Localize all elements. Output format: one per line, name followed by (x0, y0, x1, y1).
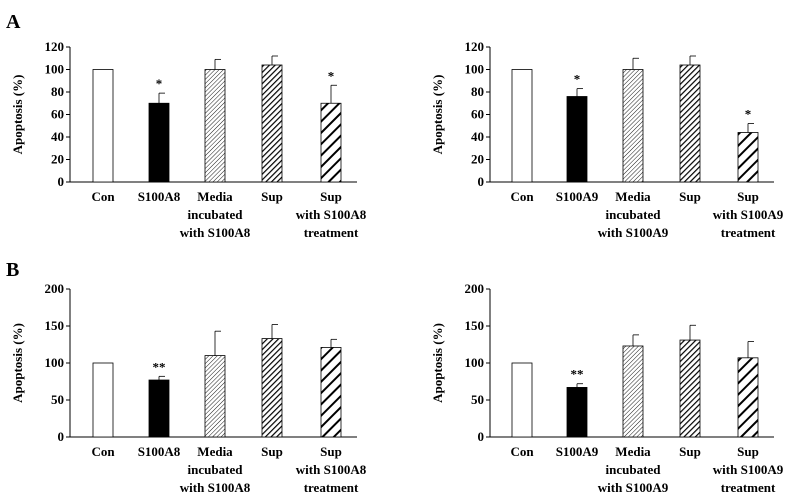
category-label: with S100A9 (713, 462, 784, 477)
category-label: Sup (320, 444, 342, 459)
bar (148, 379, 170, 438)
category-label: with S100A9 (598, 225, 669, 240)
y-tick-label: 0 (478, 174, 485, 189)
category-label: S100A8 (138, 189, 181, 204)
significance-marker: * (156, 76, 163, 91)
chart-b-s100a8: 0 50 100 150 200 Apoptosis (%) Con ** S100A8 Medi… (10, 281, 367, 495)
y-tick-label: 40 (51, 129, 64, 144)
category-label: treatment (304, 225, 359, 240)
category-label: with S100A8 (180, 480, 251, 495)
y-tick-label: 0 (58, 429, 65, 444)
y-tick-label: 150 (45, 318, 65, 333)
chart-a-s100a9: 0 20 40 60 80 100 120 Apoptosis (%) Con * S100A9 Me… (430, 39, 784, 240)
category-label: incubated (606, 207, 662, 222)
category-label: Media (197, 189, 233, 204)
y-tick-label: 50 (471, 392, 484, 407)
bar (566, 387, 588, 438)
panel-label-a: A (6, 11, 21, 33)
y-tick-label: 100 (45, 62, 65, 77)
category-label: incubated (188, 462, 244, 477)
y-tick-label: 0 (478, 429, 485, 444)
y-tick-label: 60 (51, 107, 64, 122)
category-label: incubated (188, 207, 244, 222)
category-label: Con (510, 444, 534, 459)
bar (679, 64, 701, 183)
bar (622, 345, 644, 438)
y-tick-label: 150 (465, 318, 485, 333)
category-label: treatment (721, 480, 776, 495)
bar (737, 357, 759, 438)
category-label: Sup (261, 189, 283, 204)
bar (622, 69, 644, 183)
bar (261, 64, 283, 183)
y-tick-label: 200 (465, 281, 485, 296)
category-label: S100A9 (556, 189, 599, 204)
y-tick-label: 50 (51, 392, 64, 407)
bar (92, 69, 114, 183)
significance-marker: * (574, 72, 581, 87)
y-tick-label: 100 (465, 62, 485, 77)
bar (92, 362, 114, 438)
y-axis-label: Apoptosis (%) (430, 323, 445, 403)
y-tick-label: 80 (471, 84, 484, 99)
category-label: treatment (304, 480, 359, 495)
significance-marker: ** (571, 367, 584, 382)
bar (148, 102, 170, 183)
chart-b-s100a9: 0 50 100 150 200 Apoptosis (%) Con ** S100A9 Medi… (430, 281, 784, 495)
category-label: with S100A9 (598, 480, 669, 495)
y-axis-label: Apoptosis (%) (10, 323, 25, 403)
chart-a-s100a8: 0 20 40 60 80 100 120 Apoptosis (%) Con * S100A8 Me… (10, 39, 367, 240)
category-label: Con (91, 444, 115, 459)
category-label: with S100A8 (296, 462, 367, 477)
category-label: Media (615, 444, 651, 459)
category-label: Sup (261, 444, 283, 459)
y-tick-label: 80 (51, 84, 64, 99)
y-tick-label: 100 (465, 355, 485, 370)
significance-marker: * (328, 68, 335, 83)
category-label: Sup (320, 189, 342, 204)
y-tick-label: 120 (465, 39, 485, 54)
category-label: Sup (679, 189, 701, 204)
bar (261, 338, 283, 438)
y-axis-label: Apoptosis (%) (10, 75, 25, 155)
y-tick-label: 120 (45, 39, 65, 54)
y-tick-label: 100 (45, 355, 65, 370)
category-label: S100A8 (138, 444, 181, 459)
y-tick-label: 40 (471, 129, 484, 144)
category-label: Con (91, 189, 115, 204)
category-label: Sup (679, 444, 701, 459)
category-label: treatment (721, 225, 776, 240)
bar (511, 362, 533, 438)
category-label: with S100A8 (296, 207, 367, 222)
bar (320, 347, 342, 438)
significance-marker: * (745, 107, 752, 122)
bar (511, 69, 533, 183)
category-label: with S100A9 (713, 207, 784, 222)
category-label: with S100A8 (180, 225, 251, 240)
significance-marker: ** (153, 359, 166, 374)
y-tick-label: 200 (45, 281, 65, 296)
bar (320, 102, 342, 183)
y-axis-label: Apoptosis (%) (430, 75, 445, 155)
bar (204, 69, 226, 183)
y-tick-label: 20 (51, 152, 64, 167)
category-label: Media (197, 444, 233, 459)
y-tick-label: 20 (471, 152, 484, 167)
category-label: incubated (606, 462, 662, 477)
y-tick-label: 60 (471, 107, 484, 122)
category-label: Sup (737, 189, 759, 204)
bar (566, 96, 588, 183)
category-label: Media (615, 189, 651, 204)
bar (679, 339, 701, 438)
bar (204, 355, 226, 438)
panel-label-b: B (6, 259, 19, 281)
category-label: S100A9 (556, 444, 599, 459)
category-label: Con (510, 189, 534, 204)
category-label: Sup (737, 444, 759, 459)
y-tick-label: 0 (58, 174, 65, 189)
bar (737, 132, 759, 183)
